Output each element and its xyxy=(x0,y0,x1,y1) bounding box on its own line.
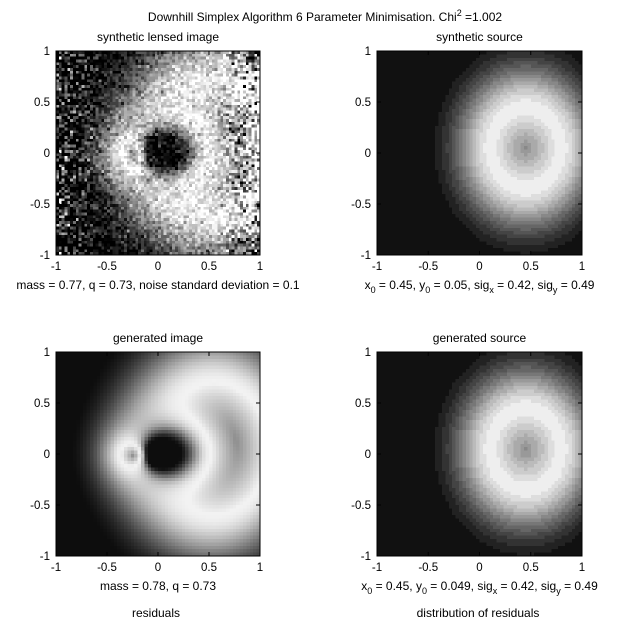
x-tick-label: -0.5 xyxy=(418,562,438,574)
panel-caption: x0 = 0.45, y0 = 0.05, sigx = 0.42, sigy … xyxy=(365,278,595,295)
x-tick-label: 0.5 xyxy=(201,261,217,273)
x-tick-label: 0 xyxy=(476,562,482,574)
y-tick-label: -0.5 xyxy=(30,500,50,512)
heatmap-synthetic-lensed-image xyxy=(56,51,260,255)
x-tick-label: -1 xyxy=(51,261,61,273)
panel-generated-image: generated image -1 -0.5 0 0.5 1 1 0.5 0 -0.5 -1 mas… xyxy=(30,331,263,593)
y-tick-label: 0.5 xyxy=(355,97,371,109)
x-tick-label: 0 xyxy=(476,261,482,273)
x-tick-label: -1 xyxy=(51,562,61,574)
x-tick-label: 1 xyxy=(579,261,585,273)
y-tick-label: 1 xyxy=(365,46,371,58)
y-tick-label: 1 xyxy=(44,46,50,58)
y-tick-label: -0.5 xyxy=(30,199,50,211)
heatmap-generated-image xyxy=(56,352,260,556)
panel-title: generated source xyxy=(433,331,527,345)
y-tick-label: 0 xyxy=(365,148,371,160)
heatmap-synthetic-source xyxy=(377,51,582,255)
x-tick-label: 0.5 xyxy=(523,562,539,574)
y-tick-label: 0.5 xyxy=(34,398,50,410)
panel-generated-source: generated source -1 -0.5 0 0.5 1 1 0.5 0 -0.5 -1 x0… xyxy=(351,331,598,596)
y-tick-label: -0.5 xyxy=(351,199,371,211)
y-tick-label: -1 xyxy=(40,250,50,262)
panel-title: generated image xyxy=(113,331,203,345)
panel-caption: x0 = 0.45, y0 = 0.049, sigx = 0.42, sigy… xyxy=(361,579,598,596)
residuals-label: residuals xyxy=(132,606,180,620)
y-tick-label: 1 xyxy=(365,347,371,359)
panel-title: synthetic source xyxy=(436,30,523,44)
x-tick-label: -0.5 xyxy=(97,562,117,574)
x-tick-label: 1 xyxy=(257,562,263,574)
x-tick-label: -0.5 xyxy=(97,261,117,273)
x-tick-label: -1 xyxy=(372,261,382,273)
x-tick-label: 0.5 xyxy=(201,562,217,574)
y-tick-label: 0.5 xyxy=(355,398,371,410)
x-tick-label: 0 xyxy=(155,261,161,273)
y-tick-label: -1 xyxy=(40,551,50,563)
y-tick-label: -1 xyxy=(361,250,371,262)
x-tick-label: 0.5 xyxy=(523,261,539,273)
x-tick-label: 0 xyxy=(155,562,161,574)
panel-caption: mass = 0.77, q = 0.73, noise standard de… xyxy=(16,278,300,292)
y-tick-label: 0 xyxy=(44,148,50,160)
x-tick-label: -1 xyxy=(372,562,382,574)
x-tick-label: -0.5 xyxy=(418,261,438,273)
y-tick-label: -0.5 xyxy=(351,500,371,512)
y-tick-label: 1 xyxy=(44,347,50,359)
panel-caption: mass = 0.78, q = 0.73 xyxy=(100,579,216,593)
y-tick-label: -1 xyxy=(361,551,371,563)
x-tick-label: 1 xyxy=(257,261,263,273)
x-tick-label: 1 xyxy=(579,562,585,574)
panel-synthetic-source: synthetic source -1 -0.5 0 0.5 1 1 0.5 0 -0.5 -1 x0… xyxy=(351,30,595,295)
y-tick-label: 0 xyxy=(365,449,371,461)
y-tick-label: 0.5 xyxy=(34,97,50,109)
panel-title: synthetic lensed image xyxy=(97,30,219,44)
y-tick-label: 0 xyxy=(44,449,50,461)
figure-title: Downhill Simplex Algorithm 6 Parameter M… xyxy=(148,8,502,24)
distribution-of-residuals-label: distribution of residuals xyxy=(417,606,540,620)
heatmap-generated-source xyxy=(377,352,582,556)
panel-synthetic-lensed-image: synthetic lensed image -1 -0.5 0 0.5 1 1 0.5 0 -0… xyxy=(16,30,300,292)
